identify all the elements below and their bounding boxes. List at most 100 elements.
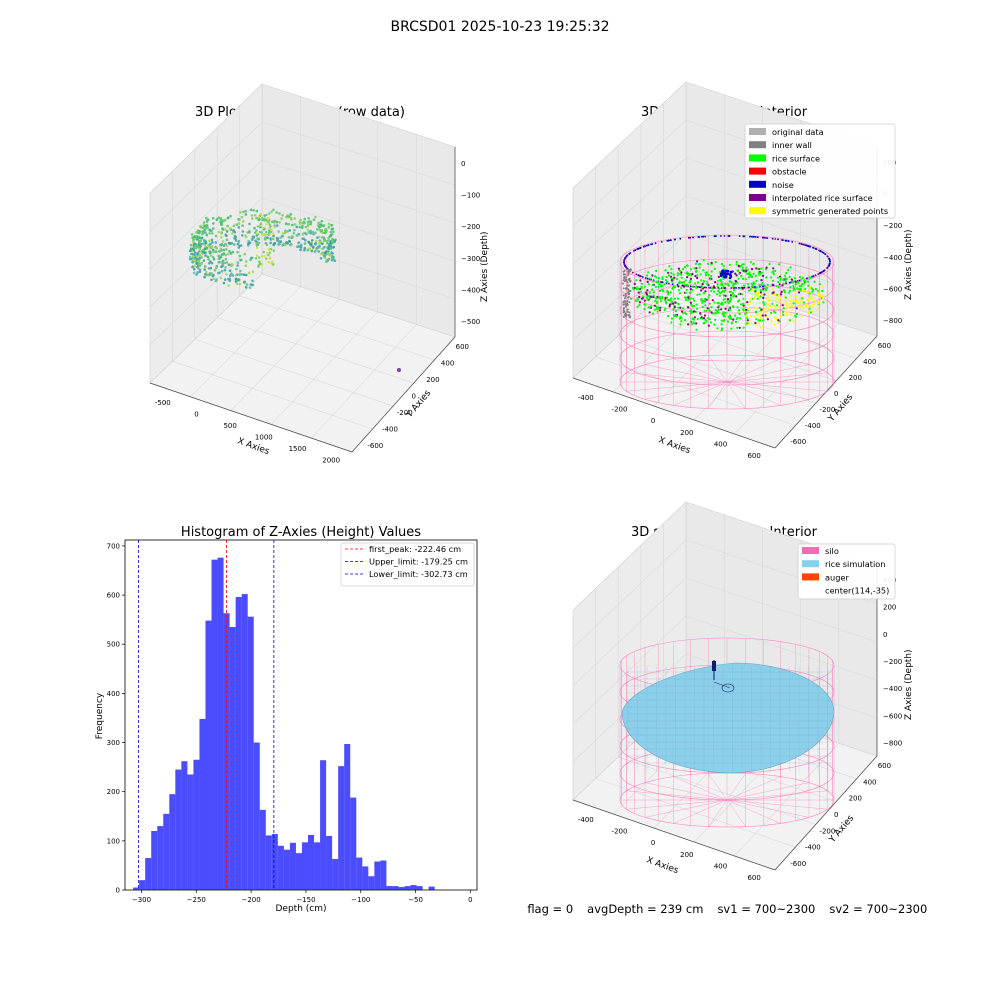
- surface-point: [746, 272, 749, 275]
- noise-point: [751, 235, 753, 238]
- surface-point: [707, 324, 711, 327]
- inner-wall-point: [623, 269, 626, 272]
- raw-point: [331, 237, 335, 241]
- panel-raw-ylabel: Y Axies: [404, 388, 433, 420]
- surface-point: [656, 310, 659, 313]
- surface-point: [643, 299, 646, 302]
- raw-point: [269, 241, 272, 245]
- surface-point: [703, 309, 706, 312]
- surface-point: [746, 301, 749, 304]
- surface-point: [807, 284, 810, 287]
- inner-wall-point: [625, 292, 627, 295]
- grid-line: [217, 317, 414, 384]
- surface-point: [692, 297, 695, 300]
- classify-silo-spoke: [673, 358, 728, 383]
- surface-point: [757, 291, 761, 294]
- surface-point: [652, 280, 655, 283]
- raw-point: [272, 234, 275, 238]
- legend-label: original data: [772, 127, 824, 137]
- raw-point: [303, 242, 307, 245]
- surface-point: [630, 297, 633, 300]
- raw-point: [202, 259, 206, 262]
- raw-point: [307, 223, 310, 226]
- raw-point: [195, 254, 198, 258]
- raw-point: [277, 230, 280, 233]
- raw-point: [323, 237, 326, 241]
- histogram-bar: [332, 859, 339, 890]
- raw-point: [205, 233, 209, 237]
- surface-point: [698, 266, 701, 269]
- raw-point: [319, 240, 323, 244]
- raw-peak-point: [256, 225, 260, 228]
- raw-point: [225, 230, 229, 233]
- raw-point: [288, 239, 291, 243]
- surface-point: [714, 309, 717, 312]
- surface-point: [738, 312, 741, 316]
- surface-point: [794, 314, 797, 317]
- surface-point: [657, 281, 660, 284]
- raw-point: [292, 231, 296, 235]
- surface-point: [683, 311, 687, 314]
- raw-point: [196, 265, 199, 269]
- panel-classify-x-tick-label: 400: [714, 441, 727, 449]
- noise-cluster-point: [729, 270, 733, 274]
- noise-point: [738, 235, 741, 238]
- inner-wall-point: [627, 292, 630, 295]
- surface-point: [764, 285, 767, 288]
- legend-swatch: [802, 573, 819, 581]
- panel-classify-legend: original data inner wall rice surface obsta…: [744, 123, 896, 219]
- surface-point: [775, 285, 778, 288]
- raw-point: [298, 245, 301, 248]
- histogram-bar: [277, 845, 284, 890]
- surface-point: [795, 299, 799, 302]
- noise-point: [705, 286, 707, 289]
- panel-raw-zlabel: Z Axies (Depth): [480, 231, 490, 302]
- surface-point: [675, 315, 678, 318]
- surface-point: [821, 294, 824, 297]
- raw-point: [193, 260, 197, 263]
- surface-point: [680, 276, 683, 279]
- raw-point: [327, 246, 330, 249]
- raw-point: [241, 220, 245, 223]
- classify-silo-spoke: [726, 381, 746, 409]
- noise-point: [823, 269, 825, 272]
- panel-simulation-y-tick-label: 600: [878, 762, 891, 770]
- raw-point: [273, 242, 276, 245]
- surface-point: [764, 311, 767, 314]
- surface-point: [800, 314, 804, 317]
- raw-point: [242, 210, 245, 214]
- raw-point: [212, 258, 216, 261]
- noise-point: [752, 236, 755, 238]
- panel-classify-y-tick-label: 400: [863, 358, 876, 366]
- surface-point: [781, 284, 784, 287]
- raw-peak-point: [270, 248, 273, 251]
- histogram-bar: [368, 876, 375, 890]
- raw-point: [225, 234, 228, 238]
- raw-peak-point: [255, 232, 258, 235]
- surface-point: [766, 315, 769, 318]
- raw-point: [228, 274, 232, 278]
- raw-point: [301, 233, 305, 236]
- raw-peak-point: [267, 232, 271, 235]
- noise-point: [728, 235, 731, 237]
- noise-point: [625, 255, 628, 257]
- noise-point: [806, 277, 809, 280]
- surface-point: [759, 291, 763, 294]
- classify-silo-spoke: [726, 381, 828, 392]
- noise-point: [763, 236, 766, 239]
- surface-point: [770, 319, 773, 323]
- surface-point: [647, 271, 650, 274]
- surface-point: [735, 260, 738, 264]
- raw-point: [270, 210, 273, 214]
- raw-point: [324, 245, 328, 249]
- raw-peak-point: [262, 250, 265, 254]
- raw-peak-point: [271, 260, 274, 264]
- surface-point: [789, 286, 792, 289]
- panel-simulation-z-tick-label: −200: [883, 658, 902, 666]
- surface-point: [729, 296, 733, 299]
- inner-wall-point: [623, 276, 626, 278]
- panel-simulation-x-tick-label: 200: [680, 851, 693, 859]
- noise-point: [720, 287, 723, 289]
- raw-point: [193, 242, 196, 245]
